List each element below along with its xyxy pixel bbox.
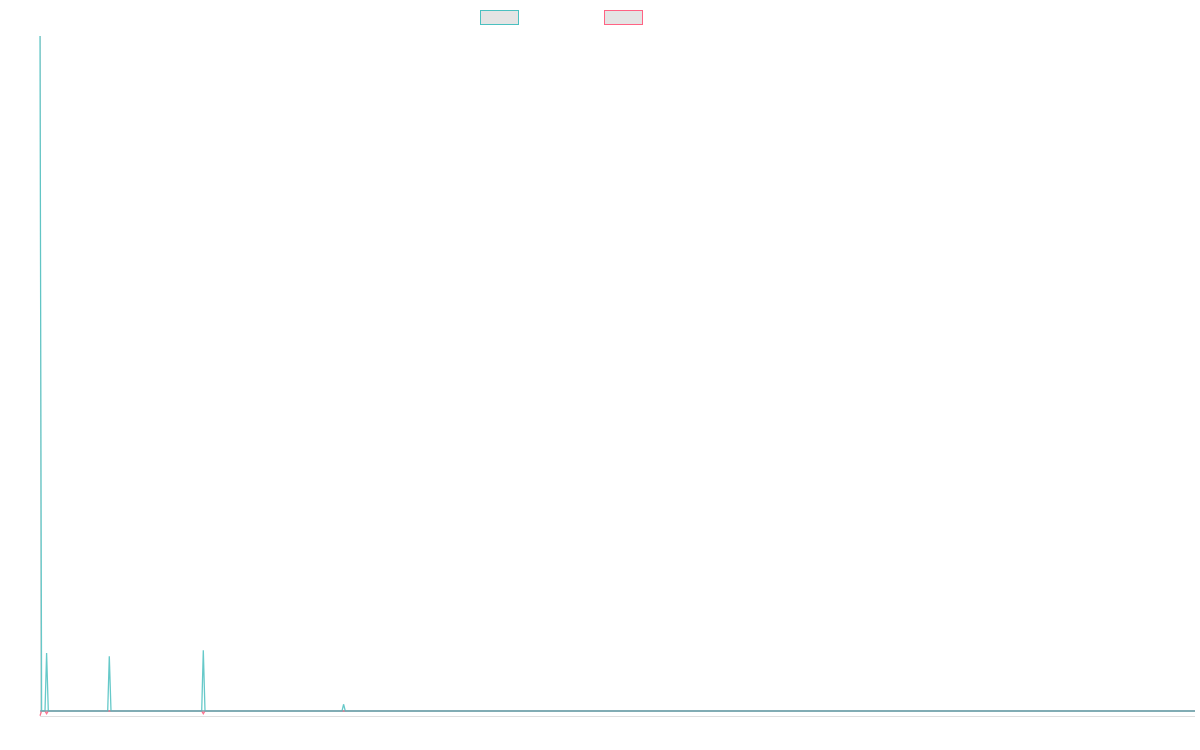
legend-swatch-series-1[interactable] (480, 10, 519, 25)
series-line-1 (39, 35, 1195, 712)
series-layer (39, 35, 1195, 716)
legend-swatch-series-2[interactable] (604, 10, 643, 25)
